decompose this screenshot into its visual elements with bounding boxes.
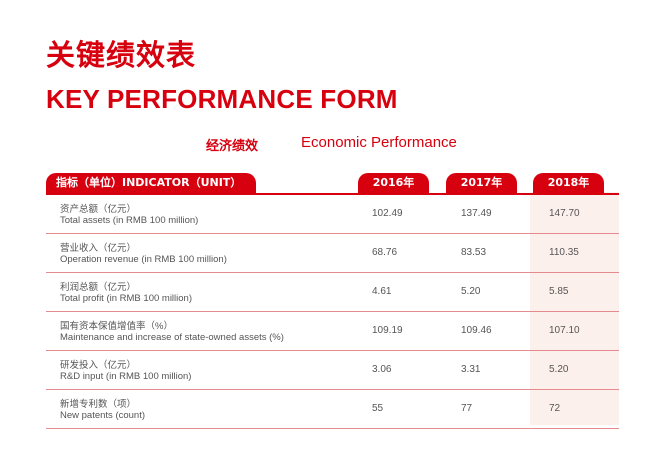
cell-2018: 5.20 [549, 364, 569, 375]
table-row-state-assets: 国有资本保值增值率（%） Maintenance and increase of… [46, 312, 619, 351]
cell-2017: 83.53 [461, 247, 487, 258]
cell-2017: 3.31 [461, 364, 481, 375]
table-row-total-profit: 利润总额（亿元） Total profit (in RMB 100 millio… [46, 273, 619, 312]
header-year-2016: 2016年 [358, 173, 429, 193]
row-label-en: Total profit (in RMB 100 million) [60, 293, 192, 304]
row-label-en: Maintenance and increase of state-owned … [60, 332, 284, 343]
cell-2017: 109.46 [461, 325, 492, 336]
cell-2016: 55 [372, 403, 384, 414]
row-label-cn: 国有资本保值增值率（%） [60, 321, 173, 332]
cell-2018: 5.85 [549, 286, 569, 297]
row-label-en: Total assets (in RMB 100 million) [60, 215, 199, 226]
page-title-english: KEY PERFORMANCE FORM [46, 84, 398, 114]
cell-2017: 77 [461, 403, 473, 414]
cell-2016: 102.49 [372, 208, 403, 219]
table-row-rd-input: 研发投入（亿元） R&D input (in RMB 100 million) … [46, 351, 619, 390]
highlight-column-2018 [530, 192, 619, 425]
header-year-2018: 2018年 [533, 173, 604, 193]
header-divider [46, 193, 619, 195]
row-label-en: R&D input (in RMB 100 million) [60, 371, 192, 382]
section-title-chinese: 经济绩效 [206, 139, 259, 154]
page-title-chinese: 关键绩效表 [46, 38, 197, 72]
row-label-en: Operation revenue (in RMB 100 million) [60, 254, 227, 265]
row-label-en: New patents (count) [60, 410, 146, 421]
table-row-new-patents: 新增专利数（项） New patents (count) 55 77 72 [46, 390, 619, 429]
section-heading: 经济绩效 Economic Performance [0, 134, 658, 155]
row-label-cn: 利润总额（亿元） [60, 282, 137, 293]
section-title-english: Economic Performance [301, 134, 457, 151]
table-row-operation-revenue: 营业收入（亿元） Operation revenue (in RMB 100 m… [46, 234, 619, 273]
header-year-2017: 2017年 [446, 173, 517, 193]
cell-2016: 3.06 [372, 364, 392, 375]
cell-2016: 68.76 [372, 247, 398, 258]
row-label-cn: 营业收入（亿元） [60, 243, 137, 254]
cell-2016: 109.19 [372, 325, 403, 336]
table-row-total-assets: 资产总额（亿元） Total assets (in RMB 100 millio… [46, 195, 619, 234]
cell-2018: 72 [549, 403, 561, 414]
cell-2018: 110.35 [549, 247, 579, 258]
cell-2017: 137.49 [461, 208, 492, 219]
cell-2018: 107.10 [549, 325, 580, 336]
cell-2017: 5.20 [461, 286, 481, 297]
cell-2016: 4.61 [372, 286, 392, 297]
row-label-cn: 研发投入（亿元） [60, 360, 137, 371]
row-label-cn: 新增专利数（项） [60, 399, 137, 410]
row-label-cn: 资产总额（亿元） [60, 204, 137, 215]
header-indicator: 指标（单位）INDICATOR（UNIT） [46, 173, 256, 193]
cell-2018: 147.70 [549, 208, 580, 219]
